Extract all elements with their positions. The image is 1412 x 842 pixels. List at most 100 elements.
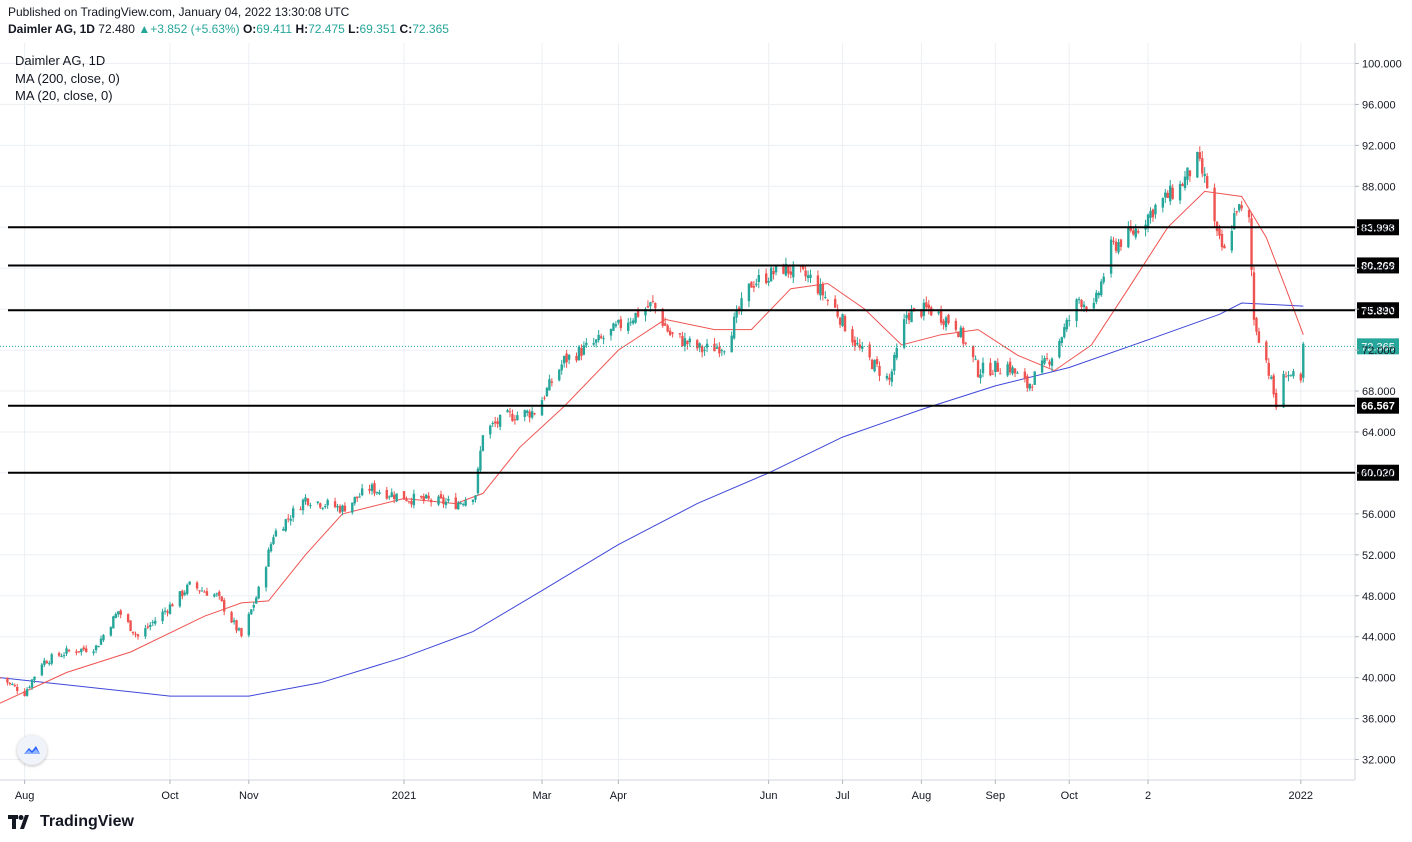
level-price-label: 60.020: [1361, 468, 1395, 480]
candle-body: [222, 600, 226, 612]
candle-body: [636, 310, 640, 317]
candle-body: [1112, 240, 1115, 242]
candle-body: [836, 309, 839, 317]
candle-body: [809, 274, 812, 278]
candle-body: [925, 302, 928, 308]
candle-body: [23, 691, 26, 696]
candle-body: [930, 307, 933, 316]
candle-body: [284, 519, 287, 531]
candle-body: [698, 343, 701, 348]
footer-brand[interactable]: TradingView: [8, 813, 134, 831]
candle-body: [57, 653, 61, 656]
candle-body: [422, 496, 425, 501]
candle-body: [102, 635, 105, 641]
candle-body: [287, 518, 290, 520]
horizontal-levels[interactable]: 83.998 80.269 75.890 66.567 60.020: [8, 219, 1399, 481]
candle-body: [272, 537, 275, 545]
candle-body: [200, 590, 204, 592]
tradingview-badge-icon[interactable]: [17, 735, 47, 765]
candle-body: [289, 518, 292, 521]
candle-body: [171, 604, 174, 607]
candle-body: [757, 275, 760, 283]
candle-body: [149, 624, 152, 627]
candle-body: [540, 400, 544, 416]
candle-body: [309, 505, 312, 507]
candle-body: [595, 339, 598, 343]
candle-body: [427, 495, 430, 499]
candle-body: [146, 626, 150, 628]
candle-body: [301, 499, 305, 511]
y-tick-label: 76.000: [1362, 304, 1396, 316]
candle-body: [412, 493, 416, 506]
x-tick-label: Apr: [610, 790, 627, 802]
y-tick-label: 52.000: [1362, 550, 1396, 562]
candle-body: [976, 360, 980, 377]
candle-body: [526, 410, 529, 413]
candle-body: [306, 498, 310, 505]
candle-body: [321, 507, 324, 509]
y-tick-label: 64.000: [1362, 427, 1396, 439]
candle-body: [816, 275, 820, 294]
candle-body: [666, 325, 669, 332]
candle-body: [13, 685, 16, 687]
candle-body: [1154, 204, 1157, 215]
y-tick-label: 100.000: [1362, 58, 1402, 70]
candle-body: [523, 410, 526, 417]
legend-ma200[interactable]: MA (200, close, 0): [15, 70, 120, 86]
candle-body: [1060, 337, 1064, 343]
candle-body: [1188, 170, 1192, 177]
candle-body: [560, 364, 563, 371]
candle-body: [459, 502, 462, 504]
candle-body: [910, 309, 913, 323]
candle-body: [772, 270, 775, 275]
candle-body: [895, 347, 898, 358]
candle-body: [927, 304, 930, 309]
candle-body: [1065, 319, 1068, 330]
candle-body: [220, 596, 223, 602]
y-tick-label: 44.000: [1362, 632, 1396, 644]
candle-body: [299, 509, 302, 511]
candle-body: [585, 342, 588, 346]
candle-body: [508, 411, 512, 413]
candle-body: [43, 660, 46, 665]
candle-body: [444, 501, 448, 506]
candle-body: [614, 324, 618, 327]
candle-body: [109, 627, 113, 636]
candle-body: [1040, 360, 1044, 373]
candle-body: [464, 500, 467, 506]
ma200-path: [0, 302, 1304, 697]
legend-symbol[interactable]: Daimler AG, 1D: [15, 53, 106, 68]
candle-body: [338, 506, 342, 513]
candle-body: [247, 613, 251, 636]
time-axis[interactable]: Aug Oct Nov 2021 Mar Apr Jun Jul Aug Sep Oct 2 2022: [15, 780, 1313, 802]
candle-body: [873, 359, 876, 372]
candle-body: [144, 628, 147, 637]
candle-body: [715, 347, 719, 349]
level-price-tag: [1357, 219, 1399, 236]
candle-body: [1284, 376, 1288, 378]
candle-body: [392, 494, 396, 500]
candle-body: [232, 620, 236, 622]
candle-body: [1146, 214, 1150, 228]
candle-body: [1240, 205, 1243, 209]
candle-body: [631, 320, 635, 324]
candle-body: [1265, 341, 1268, 361]
candle-body: [1068, 320, 1071, 322]
candle-body: [205, 591, 209, 596]
candle-body: [1203, 173, 1206, 177]
candle-body: [700, 346, 704, 353]
candle-body: [971, 345, 975, 358]
candle-body: [1008, 361, 1012, 373]
price-axis[interactable]: 32.000 36.000 40.000 44.000 48.000 52.000 56.0…: [1355, 58, 1402, 767]
candle-body: [853, 339, 857, 347]
candle-body: [870, 359, 874, 370]
candle-body: [255, 597, 258, 604]
candle-body: [838, 317, 842, 325]
candle-body: [577, 346, 581, 361]
candle-body: [769, 267, 773, 282]
candle-body: [481, 435, 485, 451]
candle-body: [45, 661, 49, 664]
legend-ma20[interactable]: MA (20, close, 0): [15, 88, 113, 103]
candle-body: [905, 314, 908, 319]
